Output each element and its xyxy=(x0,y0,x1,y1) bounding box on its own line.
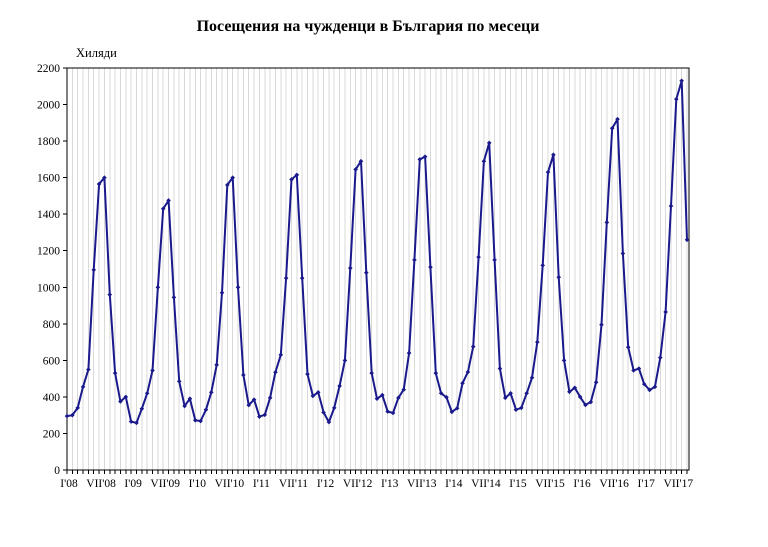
y-axis-unit-label: Хиляди xyxy=(76,46,117,60)
x-tick-label: I'10 xyxy=(189,478,207,490)
y-tick-label: 1200 xyxy=(37,246,60,258)
gridlines-layer xyxy=(71,68,688,470)
x-tick-label: I'08 xyxy=(60,478,78,490)
x-tick-label: VII'12 xyxy=(343,478,373,490)
x-tick-label: VII'13 xyxy=(407,478,437,490)
y-tick-label: 0 xyxy=(54,465,60,477)
y-tick-label: 1800 xyxy=(37,136,60,148)
x-tick-label: I'14 xyxy=(445,478,463,490)
y-tick-label: 200 xyxy=(43,428,61,440)
y-tick-label: 1600 xyxy=(37,173,60,185)
y-tick-label: 1400 xyxy=(37,209,60,221)
x-tick-label: VII'16 xyxy=(599,478,629,490)
x-tick-label: I'13 xyxy=(381,478,399,490)
x-tick-label: VII'10 xyxy=(215,478,245,490)
series-layer xyxy=(64,78,690,426)
x-tick-label: I'12 xyxy=(317,478,335,490)
x-tick-label: VII'11 xyxy=(279,478,308,490)
x-tick-label: VII'17 xyxy=(664,478,694,490)
y-tick-label: 600 xyxy=(43,355,61,367)
x-tick-label: VII'14 xyxy=(471,478,501,490)
chart-title: Посещения на чужденци в България по месе… xyxy=(197,18,540,35)
y-tick-label: 2000 xyxy=(37,100,60,112)
x-tick-label: VII'15 xyxy=(535,478,565,490)
x-tick-label: I'09 xyxy=(124,478,142,490)
y-tick-label: 800 xyxy=(43,319,61,331)
x-tick-label: VII'09 xyxy=(150,478,180,490)
x-tick-label: I'16 xyxy=(573,478,591,490)
axes-layer: 0 200 400 600 800 1000 1200 1400 1600 1800 2000 220… xyxy=(37,63,693,490)
x-tick-label: I'15 xyxy=(509,478,527,490)
x-tick-label: VII'08 xyxy=(86,478,116,490)
y-tick-label: 400 xyxy=(43,392,61,404)
y-tick-label: 2200 xyxy=(37,63,60,75)
plot-frame xyxy=(66,67,690,471)
y-tick-label: 1000 xyxy=(37,282,60,294)
x-tick-label: I'11 xyxy=(253,478,270,490)
x-tick-label: I'17 xyxy=(638,478,656,490)
